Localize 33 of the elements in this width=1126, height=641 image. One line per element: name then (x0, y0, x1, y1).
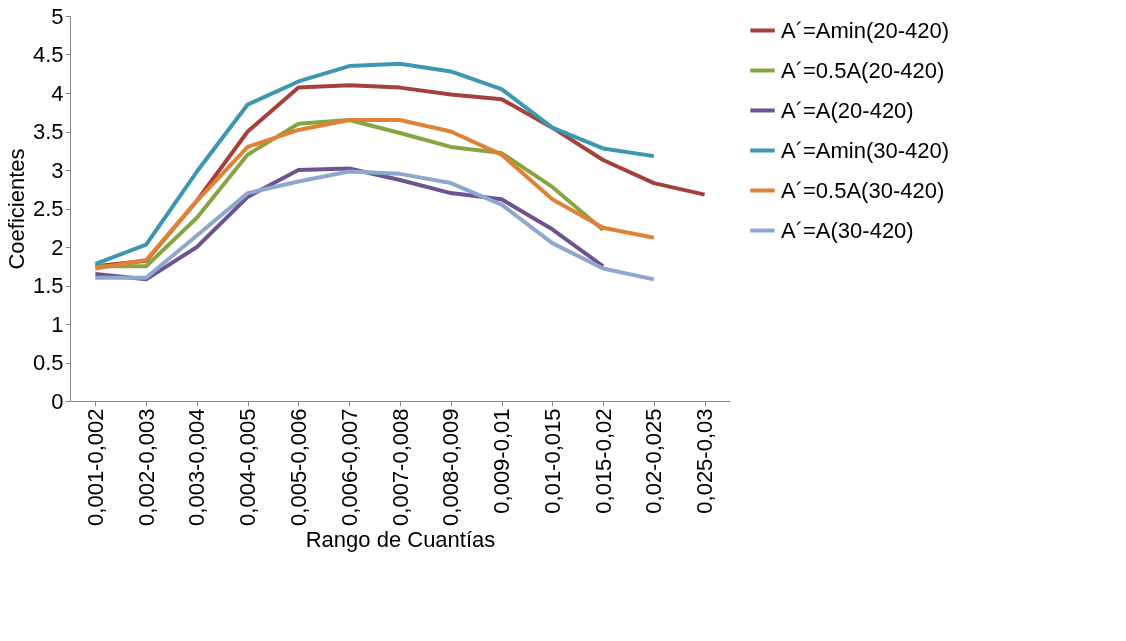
legend-label: A´=A(30-420) (781, 217, 914, 243)
y-tick-label: 3.5 (32, 119, 64, 144)
legend-label: A´=Amin(20-420) (781, 17, 950, 43)
y-tick-label: 2 (51, 234, 64, 260)
y-tick-label: 3 (51, 157, 64, 183)
y-tick-label: 5 (51, 3, 64, 29)
x-tick-label: 0,005-0,006 (285, 408, 311, 526)
y-tick-label: 0.5 (32, 350, 64, 375)
legend-label: A´=0.5A(30-420) (781, 177, 945, 203)
y-axis-title: Coeficientes (3, 148, 29, 270)
x-tick-label: 0,009-0,01 (489, 408, 515, 514)
legend-label: A´=A(20-420) (781, 97, 914, 123)
x-tick-label: 0,006-0,007 (336, 408, 362, 526)
x-tick-label: 0,004-0,005 (235, 408, 261, 526)
x-tick-label: 0,002-0,003 (133, 408, 159, 526)
y-tick-label: 4 (51, 80, 64, 106)
x-tick-label: 0,001-0,002 (82, 408, 108, 526)
x-tick-label: 0,015-0,02 (590, 408, 616, 514)
legend-label: A´=Amin(30-420) (781, 137, 950, 163)
line-series (93, 61, 656, 266)
x-tick-label: 0,025-0,03 (692, 408, 718, 514)
y-tick-label: 4.5 (32, 42, 64, 67)
x-tick-label: 0,003-0,004 (184, 408, 210, 526)
legend-label: A´=0.5A(20-420) (781, 57, 945, 83)
y-tick-label: 2.5 (32, 196, 64, 221)
x-tick-label: 0,007-0,008 (387, 408, 413, 526)
x-tick-label: 0,008-0,009 (438, 408, 464, 526)
x-tick-label: 0,02-0,025 (641, 408, 667, 514)
y-tick-label: 0 (51, 388, 64, 414)
x-tick-label: 0,01-0,015 (539, 408, 565, 514)
y-tick-label: 1 (51, 311, 64, 337)
y-tick-label: 1.5 (32, 273, 64, 298)
x-axis-title: Rango de Cuantías (305, 526, 496, 552)
